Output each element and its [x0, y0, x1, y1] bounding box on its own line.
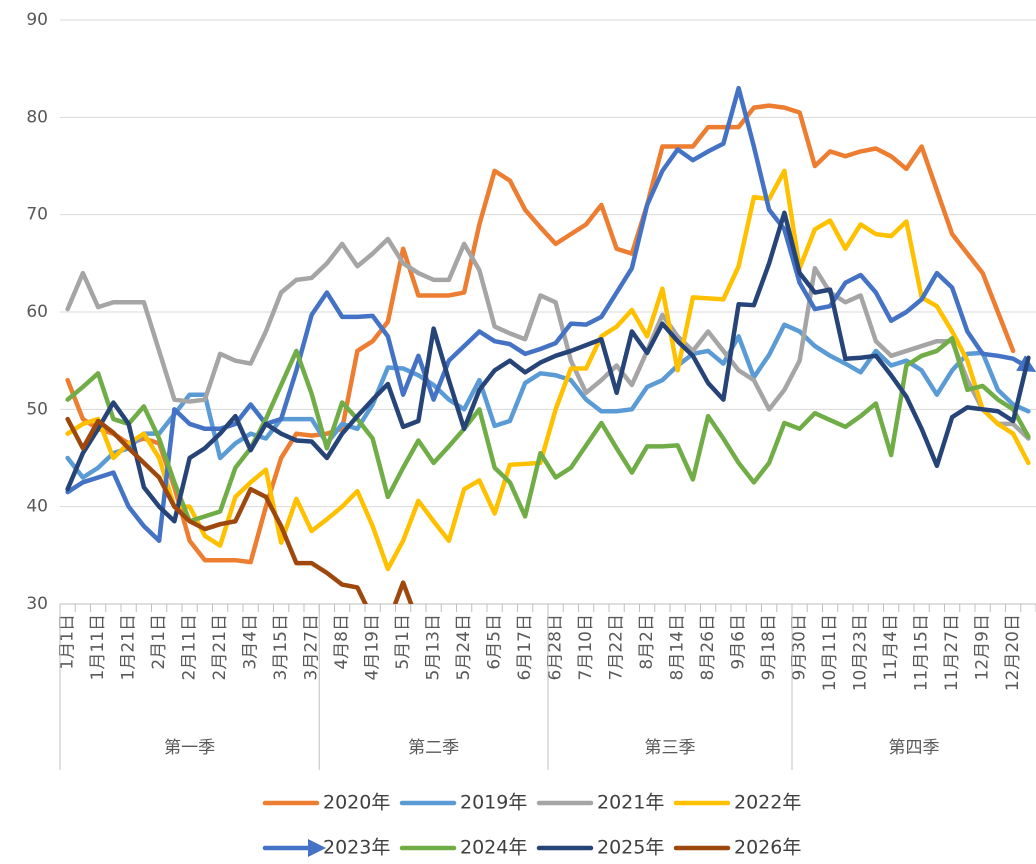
x-tick-label: 12月20日: [1003, 614, 1023, 691]
x-tick-label: 11月4日: [881, 614, 901, 680]
legend-item: 2025年: [536, 837, 664, 859]
x-tick-label: 8月2日: [637, 614, 657, 670]
plot-area: [65, 85, 1036, 604]
x-tick-label: 8月14日: [668, 614, 688, 680]
series-line: [65, 236, 1031, 441]
x-tick-label: 10月11日: [820, 614, 840, 691]
series-line: [65, 85, 1036, 543]
legend-label: 2025年: [597, 837, 664, 859]
x-tick-label: 2月21日: [210, 614, 230, 680]
legend-item: 2023年: [262, 837, 390, 859]
legend-item: 2020年: [262, 792, 390, 814]
legend-item: 2019年: [399, 792, 527, 814]
legend-item: 2026年: [673, 837, 801, 859]
legend-label: 2020年: [323, 792, 390, 814]
x-tick-label: 1月11日: [88, 614, 108, 680]
series-line: [65, 416, 414, 604]
x-tick-label: 9月18日: [759, 614, 779, 680]
series-line: [65, 210, 1031, 524]
x-tick-label: 8月26日: [698, 614, 718, 680]
y-tick-label: 90: [26, 10, 48, 30]
x-tick-label: 1月21日: [119, 614, 139, 680]
x-tick-label: 2月1日: [149, 614, 169, 670]
legend-label: 2021年: [597, 792, 664, 814]
x-tick-label: 6月28日: [546, 614, 566, 680]
legend-label: 2024年: [460, 837, 527, 859]
x-tick-label: 11月15日: [912, 614, 932, 691]
y-tick-label: 80: [26, 107, 48, 127]
y-tick-label: 50: [26, 399, 48, 419]
x-tick-label: 5月24日: [454, 614, 474, 680]
x-tick-label: 3月27日: [302, 614, 322, 680]
x-tick-label: 3月4日: [241, 614, 261, 670]
legend-label: 2022年: [734, 792, 801, 814]
legend-item: 2022年: [673, 792, 801, 814]
series-line: [65, 336, 1031, 524]
x-tick-label: 7月22日: [607, 614, 627, 680]
x-tick-label: 9月30日: [790, 614, 810, 680]
group-label: 第二季: [408, 738, 459, 758]
group-label: 第三季: [645, 738, 696, 758]
legend-label: 2026年: [734, 837, 801, 859]
y-tick-label: 30: [26, 594, 48, 614]
x-tick-label: 7月10日: [576, 614, 596, 680]
x-tick-label: 1月1日: [58, 614, 78, 670]
legend-label: 2023年: [323, 837, 390, 859]
group-label: 第一季: [164, 738, 215, 758]
legend-item: 2024年: [399, 837, 527, 859]
legend-item: 2021年: [536, 792, 664, 814]
x-tick-label: 5月13日: [424, 614, 444, 680]
x-tick-label: 4月19日: [363, 614, 383, 680]
x-tick-label: 4月8日: [332, 614, 352, 670]
x-tick-label: 6月5日: [485, 614, 505, 670]
x-tick-label: 10月23日: [851, 614, 871, 691]
series-line: [65, 322, 1031, 480]
y-tick-label: 40: [26, 497, 48, 517]
x-tick-label: 11月27日: [942, 614, 962, 691]
x-tick-label: 3月15日: [271, 614, 291, 680]
series-line: [65, 103, 1016, 565]
x-tick-label: 6月17日: [515, 614, 535, 680]
group-label: 第四季: [889, 738, 940, 758]
y-tick-label: 70: [26, 205, 48, 225]
x-tick-label: 12月9日: [973, 614, 993, 680]
x-tick-label: 5月1日: [393, 614, 413, 670]
x-tick-label: 2月11日: [180, 614, 200, 680]
legend-label: 2019年: [460, 792, 527, 814]
x-tick-label: 9月6日: [729, 614, 749, 670]
y-tick-label: 60: [26, 302, 48, 322]
